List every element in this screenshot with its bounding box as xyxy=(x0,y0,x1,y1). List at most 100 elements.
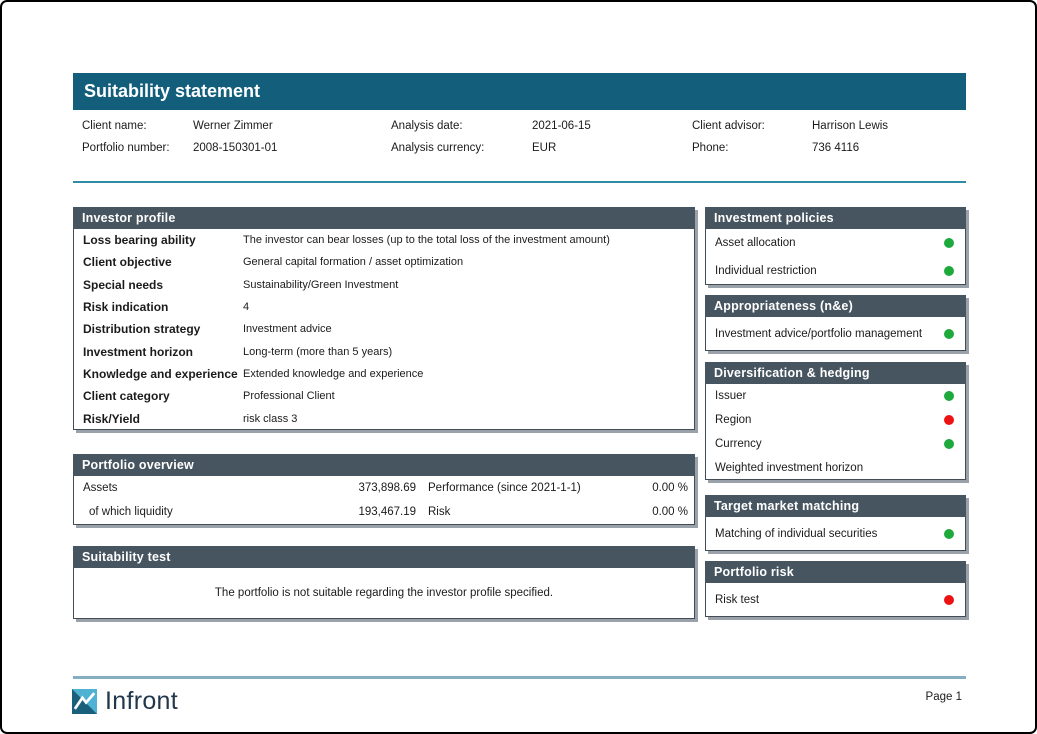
profile-row-label: Special needs xyxy=(83,277,164,292)
profile-row-label: Risk indication xyxy=(83,300,169,315)
performance-value: 0.00 % xyxy=(652,482,688,494)
performance-label: Performance (since 2021-1-1) xyxy=(428,482,581,494)
status-label: Risk test xyxy=(715,593,760,606)
profile-row: Investment horizon Long-term (more than … xyxy=(74,340,694,362)
profile-row-label: Distribution strategy xyxy=(83,322,201,337)
profile-row-value: The investor can bear losses (up to the … xyxy=(243,234,610,247)
analysis-currency-value: EUR xyxy=(532,142,557,154)
client-info-grid: Client name: Werner Zimmer Analysis date… xyxy=(73,115,966,159)
status-dot xyxy=(944,265,954,276)
status-dot xyxy=(944,238,954,248)
status-row: Matching of individual securities xyxy=(706,517,965,550)
suitability-test-result: The portfolio is not suitable regarding … xyxy=(214,587,554,599)
status-dot xyxy=(944,328,954,339)
appropriateness-box: Appropriateness (n&e) Investment advice/… xyxy=(705,295,966,351)
section-title: Investor profile xyxy=(82,211,176,225)
analysis-date-value: 2021-06-15 xyxy=(532,120,591,132)
liquidity-value: 193,467.19 xyxy=(358,506,416,518)
investor-profile-body: Loss bearing ability The investor can be… xyxy=(74,229,694,430)
phone-value: 736 4116 xyxy=(812,142,860,154)
profile-row-label: Knowledge and experience xyxy=(83,366,238,381)
appropriateness-header: Appropriateness (n&e) xyxy=(705,295,966,317)
analysis-currency-label: Analysis currency: xyxy=(391,142,485,154)
overview-row: Assets 373,898.69 Performance (since 202… xyxy=(74,476,694,500)
section-title: Diversification & hedging xyxy=(714,366,870,380)
profile-row: Loss bearing ability The investor can be… xyxy=(74,229,694,251)
profile-row: Special needs Sustainability/Green Inves… xyxy=(74,274,694,296)
section-title: Suitability test xyxy=(82,550,171,564)
status-label: Individual restriction xyxy=(715,264,817,277)
footer-divider xyxy=(73,676,966,679)
status-row: Individual restriction xyxy=(706,257,965,284)
brand-name: Infront xyxy=(105,687,178,715)
profile-row-value: Investment advice xyxy=(243,323,332,336)
page-title: Suitability statement xyxy=(84,81,261,101)
status-row: Risk test xyxy=(706,583,965,616)
profile-row-value: Professional Client xyxy=(243,390,335,403)
portfolio-number-label: Portfolio number: xyxy=(82,142,170,154)
investment-policies-header: Investment policies xyxy=(705,207,966,229)
status-dot xyxy=(944,415,954,425)
target-market-matching-box: Target market matching Matching of indiv… xyxy=(705,495,966,551)
status-label: Region xyxy=(715,414,752,426)
status-dot xyxy=(944,439,954,449)
portfolio-number-value: 2008-150301-01 xyxy=(193,142,278,154)
risk-label: Risk xyxy=(428,506,451,518)
profile-row-label: Client category xyxy=(83,389,170,404)
client-advisor-value: Harrison Lewis xyxy=(812,120,889,132)
section-title: Appropriateness (n&e) xyxy=(714,299,853,313)
section-title: Investment policies xyxy=(714,211,834,225)
status-label: Weighted investment horizon xyxy=(715,462,864,474)
profile-row: Distribution strategy Investment advice xyxy=(74,318,694,340)
status-dot xyxy=(944,528,954,539)
overview-row: of which liquidity 193,467.19 Risk 0.00 … xyxy=(74,500,694,524)
analysis-date-label: Analysis date: xyxy=(391,120,463,132)
portfolio-overview-header: Portfolio overview xyxy=(73,454,695,476)
status-label: Asset allocation xyxy=(715,237,796,249)
profile-row-value: Long-term (more than 5 years) xyxy=(243,345,393,358)
profile-row-label: Risk/Yield xyxy=(83,411,140,426)
profile-row-value: Extended knowledge and experience xyxy=(243,367,424,380)
header-divider xyxy=(73,181,966,183)
liquidity-label: of which liquidity xyxy=(89,506,173,518)
status-row: Weighted investment horizon xyxy=(706,456,965,480)
status-row: Asset allocation xyxy=(706,229,965,257)
portfolio-overview-box: Portfolio overview Assets 373,898.69 Per… xyxy=(73,454,695,525)
status-row: Currency xyxy=(706,432,965,456)
report-title-bar: Suitability statement xyxy=(73,73,966,110)
status-dot xyxy=(944,391,954,401)
page-number: Page 1 xyxy=(925,691,962,703)
status-row: Issuer xyxy=(706,384,965,408)
suitability-test-header: Suitability test xyxy=(73,546,695,568)
client-name-value: Werner Zimmer xyxy=(193,120,273,132)
target-market-matching-header: Target market matching xyxy=(705,495,966,517)
client-advisor-label: Client advisor: xyxy=(692,120,765,132)
section-title: Target market matching xyxy=(714,499,860,513)
investor-profile-header: Investor profile xyxy=(73,207,695,229)
portfolio-risk-header: Portfolio risk xyxy=(705,561,966,583)
suitability-test-box: Suitability test The portfolio is not su… xyxy=(73,546,695,619)
brand-logo: Infront xyxy=(72,687,178,716)
profile-row: Risk indication 4 xyxy=(74,296,694,318)
status-label: Matching of individual securities xyxy=(715,527,878,540)
risk-value: 0.00 % xyxy=(652,506,688,518)
infront-chart-logo-icon xyxy=(72,689,97,714)
profile-row-label: Client objective xyxy=(83,255,172,270)
section-title: Portfolio overview xyxy=(82,458,194,472)
profile-row-label: Investment horizon xyxy=(83,344,194,359)
phone-label: Phone: xyxy=(692,142,729,154)
diversification-hedging-header: Diversification & hedging xyxy=(705,362,966,384)
status-label: Issuer xyxy=(715,390,747,402)
profile-row: Risk/Yield risk class 3 xyxy=(74,407,694,429)
profile-row: Client category Professional Client xyxy=(74,385,694,407)
portfolio-risk-box: Portfolio risk Risk test xyxy=(705,561,966,617)
profile-row: Client objective General capital formati… xyxy=(74,251,694,273)
investor-profile-box: Investor profile Loss bearing ability Th… xyxy=(73,207,695,430)
section-title: Portfolio risk xyxy=(714,565,794,579)
profile-row-value: risk class 3 xyxy=(243,412,298,425)
status-row: Investment advice/portfolio management xyxy=(706,317,965,350)
assets-label: Assets xyxy=(83,482,118,494)
status-label: Investment advice/portfolio management xyxy=(715,327,923,340)
profile-row: Knowledge and experience Extended knowle… xyxy=(74,363,694,385)
